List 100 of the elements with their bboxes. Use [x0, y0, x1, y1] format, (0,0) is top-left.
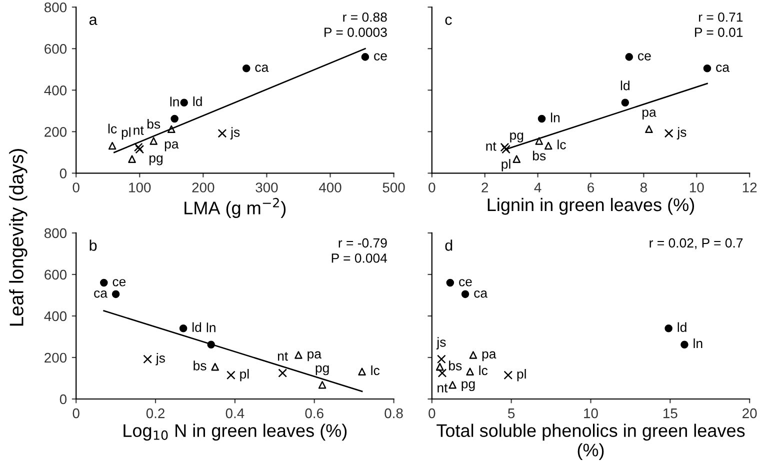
annotation: d	[445, 240, 452, 251]
point	[112, 290, 120, 298]
annotation: ca	[255, 64, 269, 72]
point	[437, 354, 446, 364]
point	[361, 53, 370, 61]
point	[703, 64, 712, 72]
x-tick-label: 0.8	[384, 408, 403, 418]
point	[318, 381, 326, 389]
annotation: ce	[112, 279, 126, 286]
x-tick-label: 20	[742, 408, 757, 418]
annotation: P = 0.0003	[324, 28, 387, 37]
x-tick-label: 4	[534, 182, 542, 192]
annotation: ld	[192, 322, 202, 332]
x-tick-label: 10	[584, 408, 598, 418]
annotation: ld	[193, 96, 202, 106]
annotation: ln	[694, 338, 702, 348]
x-tick-label: 200	[192, 182, 214, 192]
annotation: pg	[150, 155, 163, 166]
point	[469, 351, 478, 359]
y-tick-label: 600	[44, 44, 67, 54]
point	[150, 137, 158, 145]
x-tick-label: 10	[690, 182, 704, 192]
x-tick-label: 0.6	[305, 408, 324, 418]
annotation: lc	[558, 140, 566, 150]
y-tick-label: 400	[44, 311, 67, 322]
x-tick-label: 0	[428, 182, 436, 192]
point	[218, 128, 227, 138]
x-tick-label: 2	[482, 182, 488, 192]
x-tick-label: 15	[664, 408, 678, 418]
annotation: js	[230, 127, 240, 140]
annotation: ca	[474, 290, 488, 298]
annotation: r = 0.71	[699, 12, 743, 22]
annotation: P = 0.01	[695, 28, 743, 37]
annotation: bs	[449, 360, 462, 370]
point	[108, 142, 116, 150]
point	[179, 324, 188, 332]
x-tick-label: 12	[742, 182, 757, 192]
x-tick-label: 0	[72, 182, 80, 192]
y-tick-label: 800	[44, 2, 67, 12]
point	[625, 53, 634, 61]
x-tick-label: 0	[72, 408, 80, 418]
x-axis-title: LMA (g m$^{−2}$)	[184, 198, 286, 218]
point	[535, 137, 544, 145]
x-axis-title: Lignin in green leaves (%)	[488, 198, 694, 215]
annotation: nt	[486, 142, 496, 151]
y-axis-title: Leaf longevity (days)	[9, 148, 28, 326]
annotation: ln	[170, 96, 179, 106]
point	[226, 370, 236, 380]
annotation: pa	[164, 141, 179, 152]
annotation: bs	[533, 150, 546, 160]
annotation: lc	[371, 365, 380, 376]
annotation: r = 0.02, P = 0.7	[650, 238, 743, 250]
x-axis-title: Log$_{10}$ N in green leaves (%)	[124, 424, 347, 441]
annotation: a	[89, 16, 98, 25]
annotation: lc	[108, 124, 117, 134]
x-tick-label: 400	[318, 182, 342, 192]
y-tick-label: 400	[44, 85, 67, 96]
y-tick-label: 800	[44, 228, 67, 238]
annotation: ce	[374, 53, 387, 60]
point	[278, 368, 288, 378]
point	[538, 114, 546, 123]
y-tick-label: 0	[60, 394, 67, 404]
annotation: c	[445, 16, 452, 25]
x-tick-label: 6	[588, 182, 594, 192]
annotation: P = 0.004	[332, 253, 388, 263]
annotation: ca	[716, 64, 730, 72]
point	[438, 368, 447, 378]
point	[448, 381, 456, 389]
point	[621, 98, 630, 106]
point	[168, 125, 176, 134]
annotation: ld	[620, 80, 630, 90]
x-tick-label: 5	[508, 408, 515, 418]
x-tick-label: 0.2	[146, 408, 164, 418]
annotation: js	[436, 337, 446, 350]
point	[170, 114, 178, 123]
annotation: lc	[479, 365, 488, 376]
annotation: pl	[517, 368, 526, 382]
point	[358, 368, 366, 376]
point	[664, 128, 674, 138]
annotation: pa	[482, 351, 496, 362]
annotation: bs	[148, 118, 160, 129]
annotation: ld	[678, 322, 686, 332]
annotation: nt	[134, 126, 144, 135]
point	[128, 155, 136, 163]
point	[512, 155, 520, 163]
y-tick-label: 0	[60, 168, 67, 178]
annotation: ce	[638, 53, 651, 60]
y-tick-label: 200	[44, 126, 67, 137]
point	[180, 98, 188, 106]
x-tick-label: 0	[428, 408, 436, 418]
x-tick-label: 100	[129, 182, 151, 192]
x-tick-label: 300	[256, 182, 278, 192]
annotation: ln	[550, 112, 560, 122]
y-tick-label: 200	[44, 352, 67, 363]
point	[143, 354, 152, 364]
point	[466, 368, 474, 376]
x-tick-label: 8	[640, 182, 647, 192]
point	[645, 125, 653, 134]
annotation: ce	[459, 279, 472, 286]
point	[544, 142, 552, 150]
